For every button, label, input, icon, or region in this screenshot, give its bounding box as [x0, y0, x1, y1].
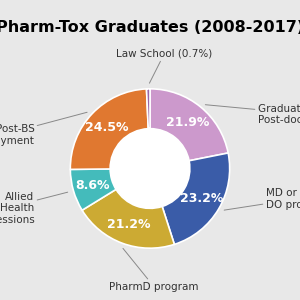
Text: Pharm-Tox Graduates (2008-2017): Pharm-Tox Graduates (2008-2017)	[0, 20, 300, 34]
Text: Law School (0.7%): Law School (0.7%)	[116, 49, 212, 83]
Wedge shape	[70, 89, 148, 170]
Wedge shape	[150, 89, 228, 161]
Circle shape	[110, 129, 190, 208]
Wedge shape	[70, 169, 116, 210]
Text: 8.6%: 8.6%	[75, 178, 110, 192]
Text: 21.2%: 21.2%	[107, 218, 151, 231]
Text: Allied
Health
professions: Allied Health professions	[0, 192, 68, 225]
Text: 24.5%: 24.5%	[85, 121, 128, 134]
Wedge shape	[146, 89, 150, 129]
Wedge shape	[82, 189, 174, 248]
Text: 23.2%: 23.2%	[180, 192, 223, 205]
Wedge shape	[162, 153, 230, 244]
Text: 21.9%: 21.9%	[166, 116, 210, 129]
Text: Graduate School or
Post-doctoral: Graduate School or Post-doctoral	[205, 103, 300, 125]
Text: MD or
DO program: MD or DO program	[224, 188, 300, 210]
Text: PharmD program: PharmD program	[109, 248, 199, 292]
Text: Post-BS
employment: Post-BS employment	[0, 112, 87, 146]
